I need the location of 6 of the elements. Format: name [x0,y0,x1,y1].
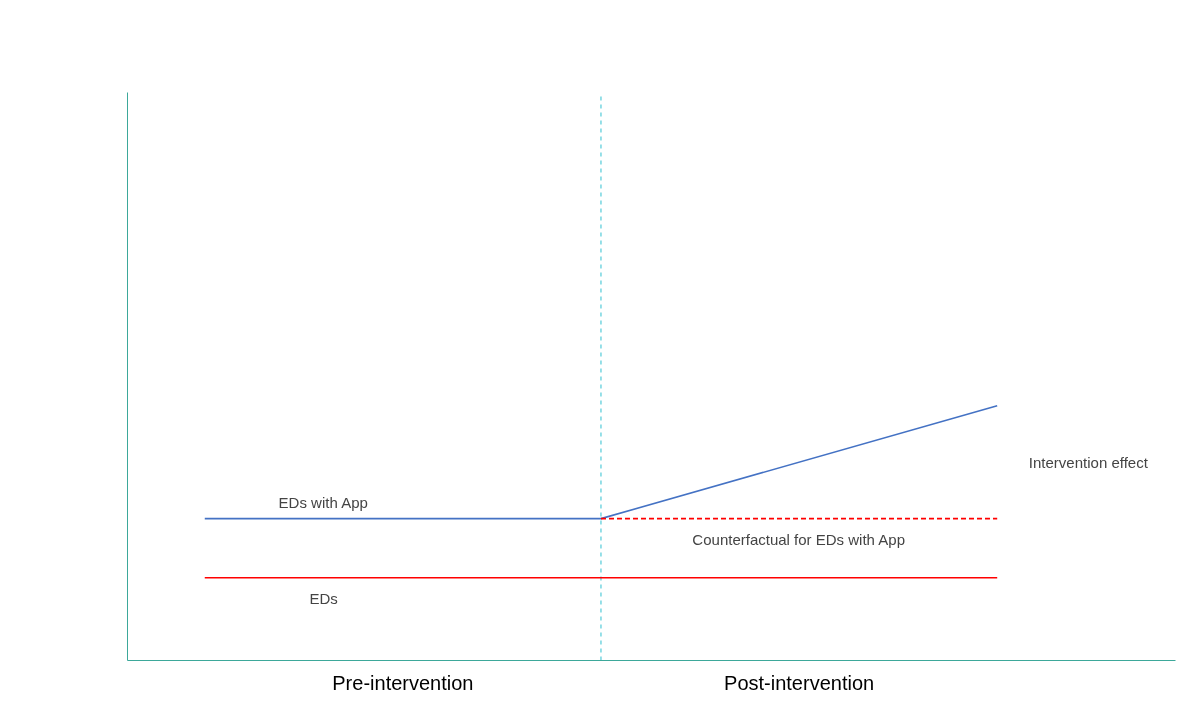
series-label: EDs with App [278,493,368,511]
annotation: Intervention effect [1028,453,1149,471]
text: Pre-intervention [332,671,474,694]
text: Post-intervention [724,671,875,694]
series-label: EDs [309,589,338,607]
series-label: Counterfactual for EDs with App [692,530,905,548]
